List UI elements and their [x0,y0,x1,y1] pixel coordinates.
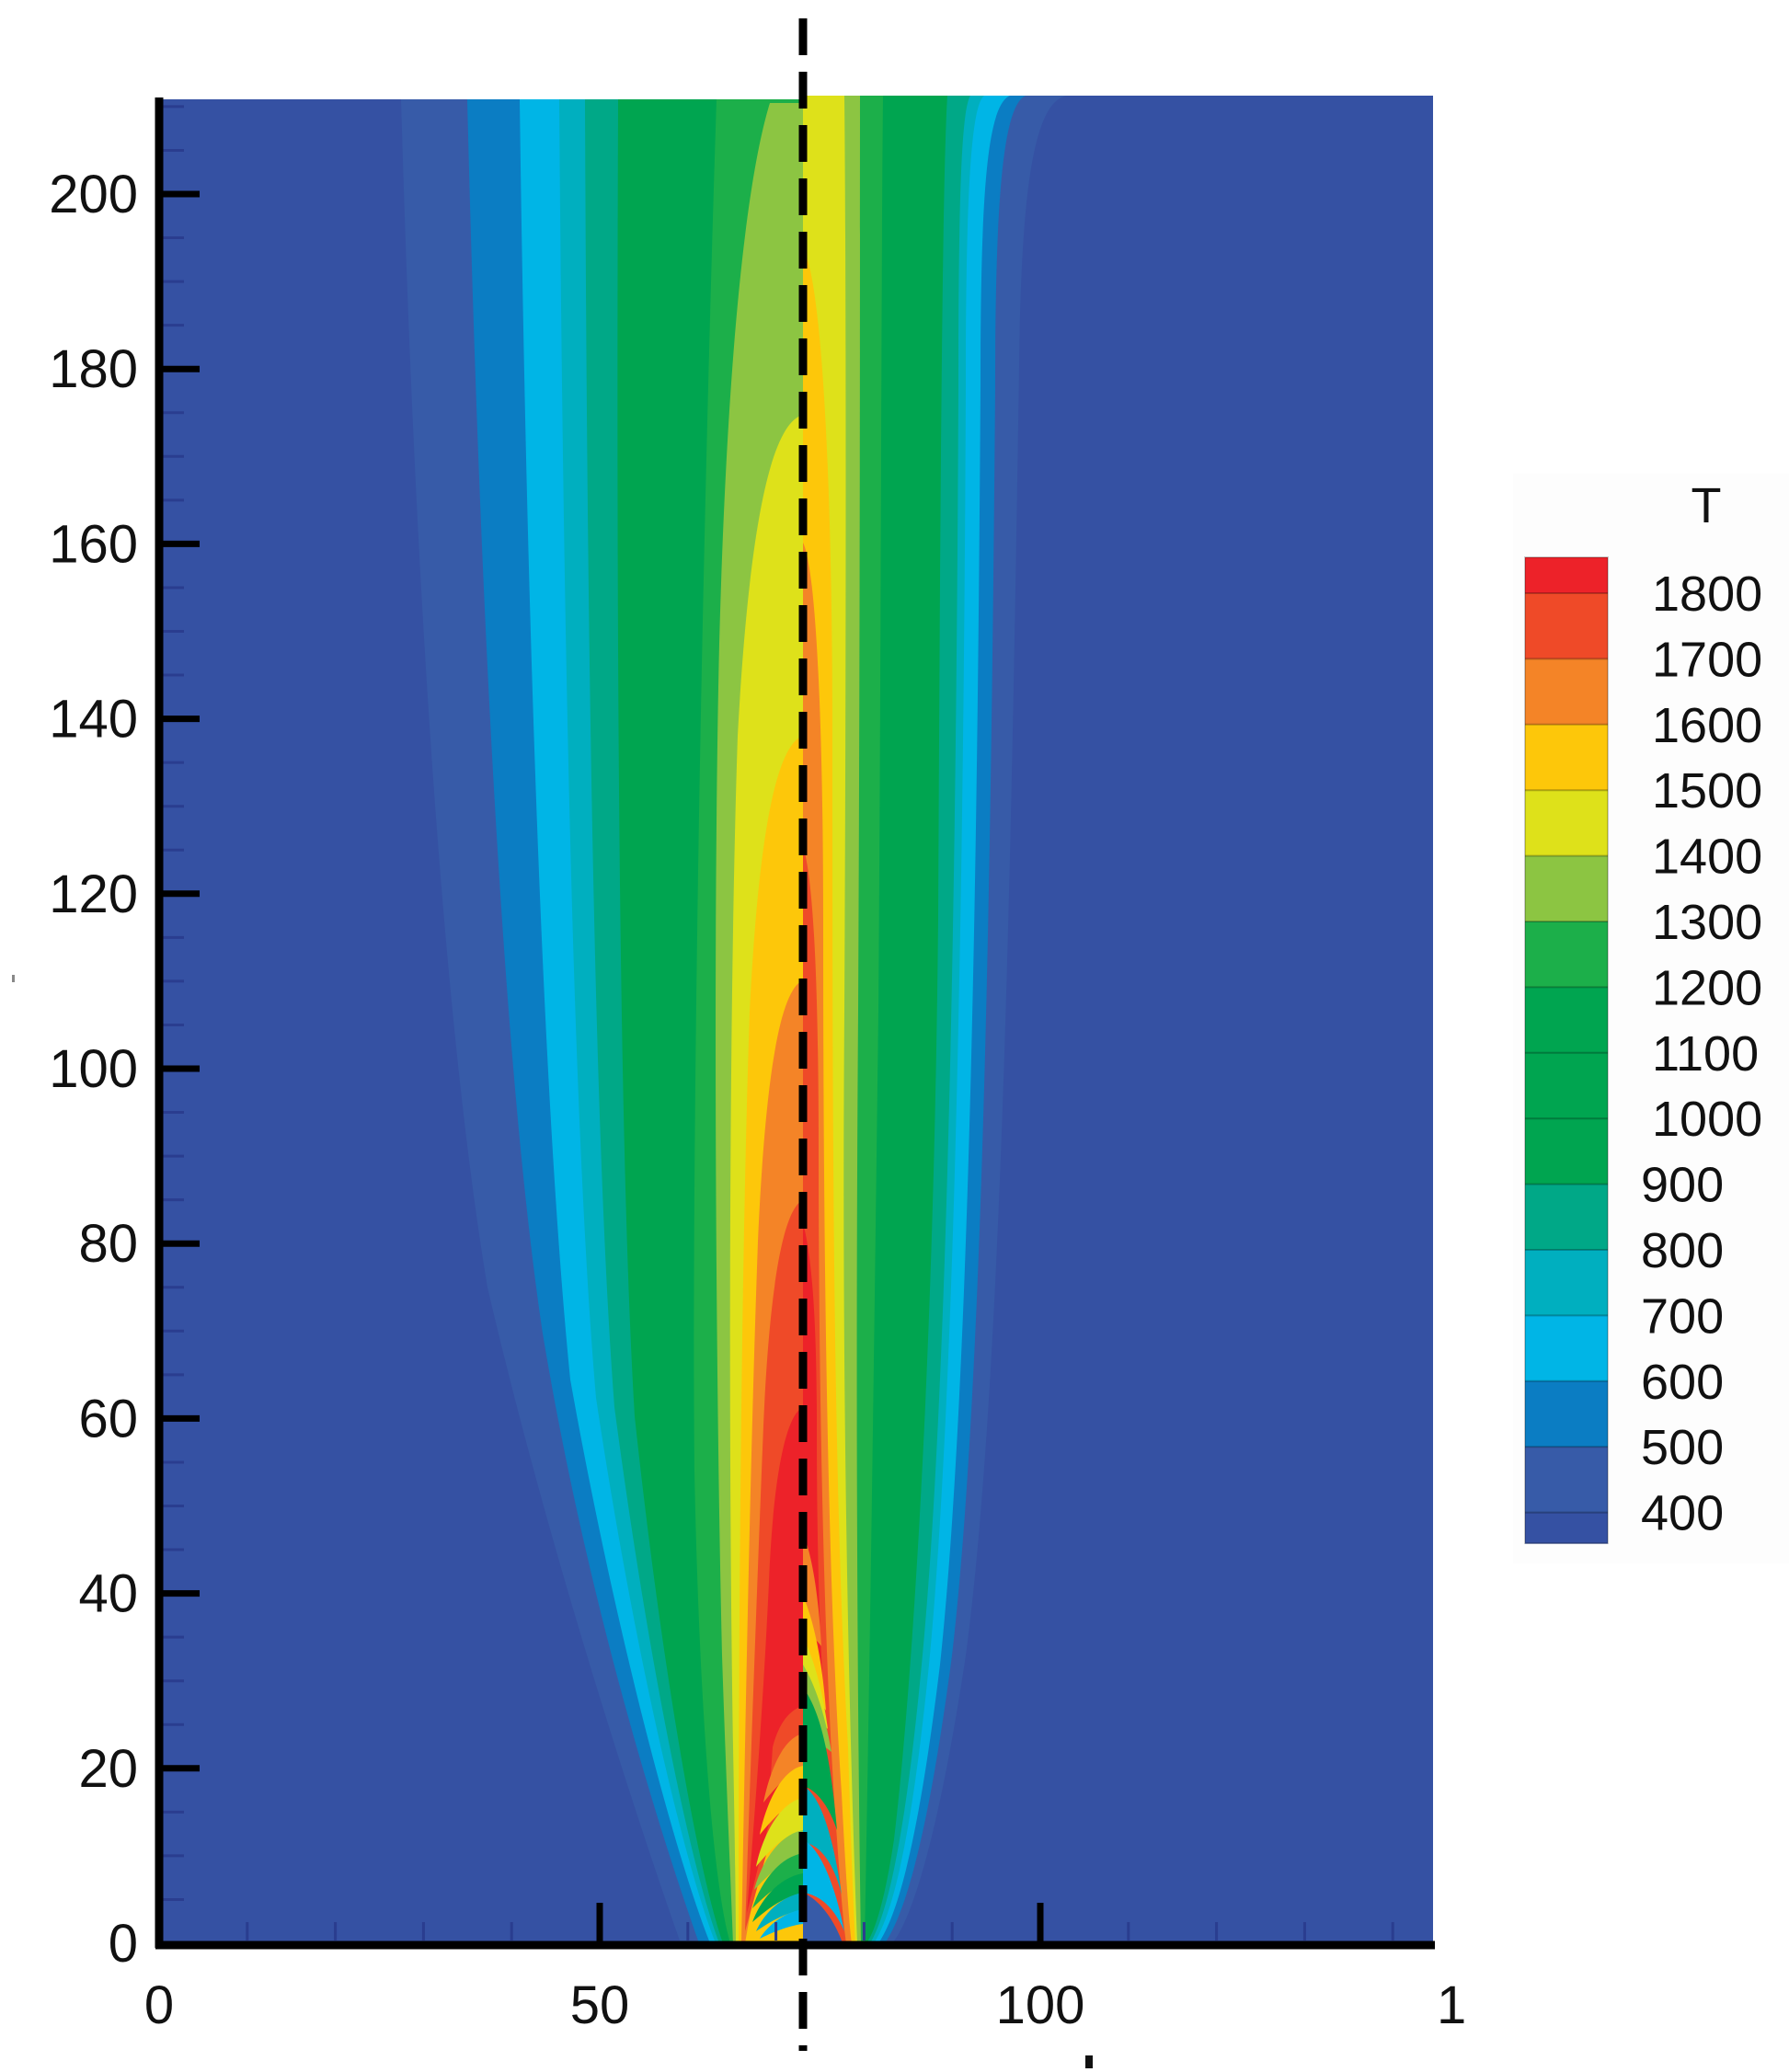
contour-band [803,1786,842,1895]
colorbar-cell [1525,790,1608,857]
colorbar-label: 500 [1641,1420,1724,1475]
colorbar-cell [1525,1315,1608,1382]
colorbar-frame [1524,556,1609,1544]
colorbar-cell [1525,1380,1608,1448]
colorbar-cells [1524,556,1609,1544]
contour-band [756,1893,803,1931]
x-tick-label: 0 [144,1975,174,2035]
colorbar-cell [1525,724,1608,791]
colorbar-label: 1000 [1652,1092,1762,1147]
contour-band [752,1853,803,1908]
colorbar-label: 600 [1641,1355,1724,1410]
x-tick-label: 1 [1437,1975,1466,2035]
x-tick-labels: 0 50 100 1 [144,1975,1466,2035]
minor-ticks [163,105,1394,1940]
contour-band [752,1873,803,1922]
contour-band [803,1839,844,1931]
colorbar-label: 700 [1641,1288,1724,1344]
colorbar-legend: T 1800 1700 1600 1500 1400 1300 1200 1100 1000 90… [1513,474,1789,1563]
colorbar-label: 400 [1641,1486,1724,1541]
x-tick-label: 100 [996,1975,1085,2035]
contour-band [760,1909,803,1939]
colorbar-labels: 1800 1700 1600 1500 1400 1300 1200 1100 1000 900 8… [1641,567,1762,1541]
colorbar-label: 1800 [1652,567,1762,622]
colorbar-cell [1525,557,1608,594]
legend-title: T [1692,478,1722,533]
major-ticks [159,190,1044,1943]
y-tick-label: 140 [49,690,138,750]
x-tick-label: 50 [570,1975,630,2035]
colorbar-cell [1525,855,1608,922]
colorbar-cell [1525,1512,1608,1544]
y-tick-label: 120 [49,864,138,924]
colorbar-cell [1525,1118,1608,1185]
colorbar-label: 1500 [1652,763,1762,818]
y-tick-label: 80 [78,1214,138,1274]
contour-band [803,1893,843,1943]
contour-band [756,1798,803,1867]
left-half-contours [401,99,803,1943]
y-axis-title-artifact [12,975,15,982]
colorbar-label: 900 [1641,1158,1724,1213]
contour-band [763,1734,803,1803]
contour-band [747,1407,803,1913]
colorbar-cell [1525,1184,1608,1251]
contour-band [803,1223,828,1747]
y-tick-label: 40 [78,1564,138,1624]
colorbar-label: 1700 [1652,632,1762,687]
y-tick-label: 100 [49,1039,138,1099]
contour-band [803,1688,837,1830]
y-tick-label: 20 [78,1739,138,1799]
y-tick-label: 200 [49,165,138,224]
colorbar-label: 1300 [1652,895,1762,950]
y-tick-label: 160 [49,514,138,574]
colorbar-cell [1525,593,1608,659]
colorbar-cell [1525,922,1608,988]
axes: 0 20 40 60 80 100 120 140 160 180 200 0 50 100 1 [49,97,1466,2035]
plot-area [159,96,1433,1943]
colorbar-label: 1200 [1652,960,1762,1015]
colorbar-cell [1525,658,1608,726]
colorbar-cell [1525,1250,1608,1316]
colorbar-label: 1400 [1652,830,1762,885]
contour-band [760,1766,803,1835]
y-tick-label: 0 [109,1914,138,1974]
x-axis-title-artifact [1085,2055,1093,2068]
colorbar-label: 1600 [1652,698,1762,753]
colorbar-cell [1525,987,1608,1054]
contour-band [754,1830,803,1890]
y-tick-label: 60 [78,1389,138,1448]
colorbar-label: 1100 [1652,1026,1759,1082]
y-tick-labels: 0 20 40 60 80 100 120 140 160 180 200 [49,165,138,1974]
colorbar-label: 800 [1641,1223,1724,1278]
y-tick-label: 180 [49,339,138,399]
colorbar-cell [1525,1447,1608,1514]
colorbar-cell [1525,1052,1608,1119]
right-half-contours [803,96,1067,1943]
